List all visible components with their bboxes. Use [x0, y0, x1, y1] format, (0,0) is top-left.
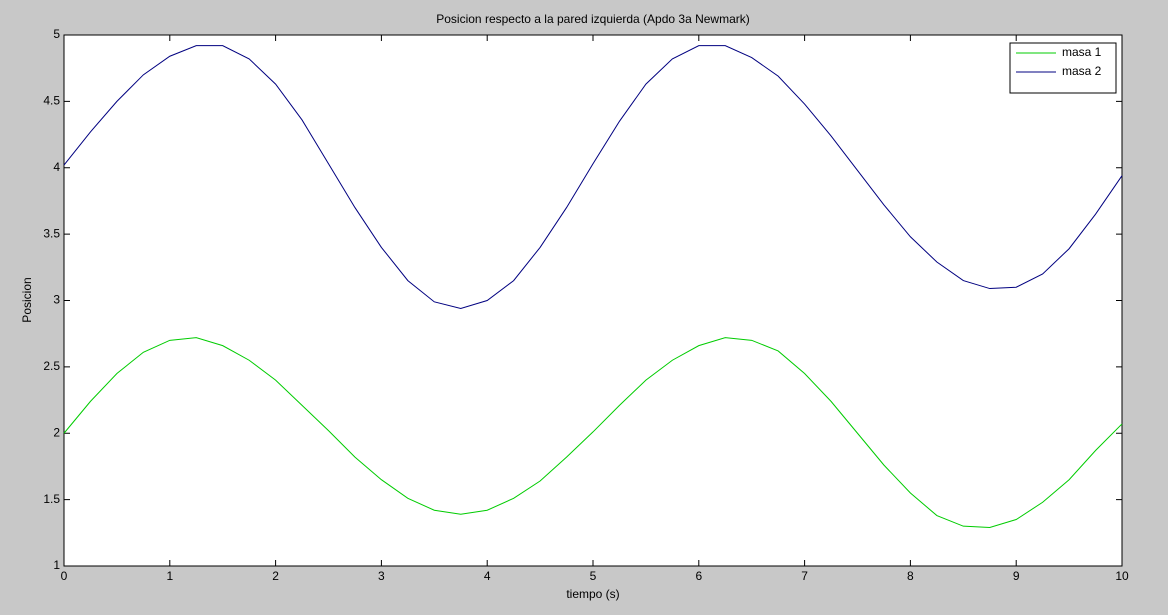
plot-area: [63, 34, 1123, 567]
y-tick-label: 4: [53, 160, 60, 174]
y-tick-label: 5: [53, 27, 60, 41]
x-tick-label: 5: [590, 569, 597, 583]
x-tick-label: 3: [378, 569, 385, 583]
legend-label: masa 2: [1062, 64, 1102, 78]
series-line: [63, 337, 1123, 529]
y-tick-label: 2.5: [43, 359, 60, 373]
x-tick-label: 4: [484, 569, 491, 583]
x-tick-label: 2: [272, 569, 279, 583]
legend-box: [1009, 42, 1117, 94]
y-tick-label: 1: [53, 558, 60, 572]
x-tick-label: 10: [1115, 569, 1129, 583]
chart-title: Posicion respecto a la pared izquierda (…: [436, 12, 750, 26]
series-line: [63, 45, 1123, 309]
y-axis-label: Posicion: [20, 277, 34, 322]
x-tick-label: 9: [1013, 569, 1020, 583]
y-tick-label: 3.5: [43, 226, 60, 240]
y-tick-label: 3: [53, 293, 60, 307]
y-tick-label: 2: [53, 425, 60, 439]
y-tick-label: 1.5: [43, 492, 60, 506]
x-tick-label: 0: [61, 569, 68, 583]
x-axis-label: tiempo (s): [566, 587, 619, 601]
x-tick-label: 8: [907, 569, 914, 583]
y-tick-label: 4.5: [43, 94, 60, 108]
x-tick-label: 6: [695, 569, 702, 583]
legend-label: masa 1: [1062, 45, 1102, 59]
x-tick-label: 1: [166, 569, 173, 583]
x-tick-label: 7: [801, 569, 808, 583]
